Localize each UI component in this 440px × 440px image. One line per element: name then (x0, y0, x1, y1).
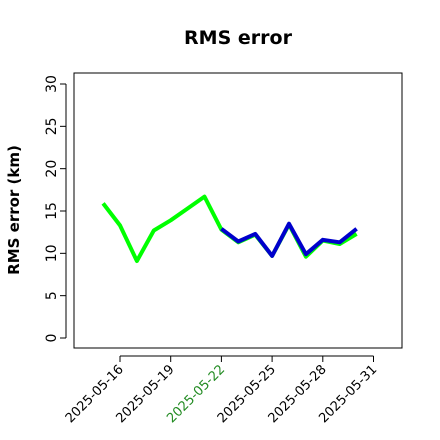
chart-title: RMS error (184, 27, 293, 49)
y-tick-label: 15 (44, 202, 60, 220)
plot-frame (73, 72, 403, 349)
y-tick-label: 0 (44, 334, 60, 343)
series-layer (101, 194, 358, 263)
series-line-green (101, 194, 358, 263)
y-tick-label: 10 (44, 244, 60, 262)
y-tick-label: 5 (44, 291, 60, 300)
y-tick-label: 20 (44, 160, 60, 178)
x-axis: 2025-05-162025-05-192025-05-222025-05-25… (63, 355, 380, 426)
series-line-blue (220, 221, 358, 258)
y-tick-label: 25 (44, 117, 60, 135)
y-axis-label: RMS error (km) (5, 145, 23, 275)
y-axis: 0 5 10 15 20 25 30 (44, 75, 67, 343)
y-tick-label: 30 (44, 75, 60, 93)
